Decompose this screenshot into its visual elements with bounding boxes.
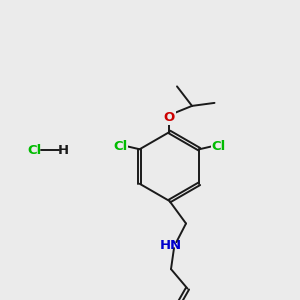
Text: Cl: Cl bbox=[212, 140, 226, 153]
Text: Cl: Cl bbox=[113, 140, 127, 153]
Text: Cl: Cl bbox=[27, 143, 42, 157]
Text: H: H bbox=[57, 143, 69, 157]
Text: O: O bbox=[164, 111, 175, 124]
Text: H: H bbox=[160, 238, 171, 252]
Text: N: N bbox=[170, 238, 182, 252]
